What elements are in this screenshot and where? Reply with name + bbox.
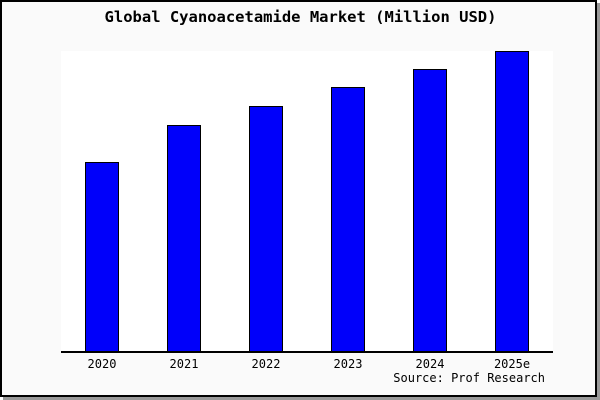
bar-2021 — [167, 125, 201, 351]
bar-2022 — [249, 106, 283, 351]
x-axis-labels: 2020 2021 2022 2023 2024 2025e — [61, 357, 553, 371]
x-tick-label-2022: 2022 — [251, 357, 281, 371]
bar-slot-2022 — [225, 106, 307, 351]
bar-slot-2024 — [389, 69, 471, 351]
plot-area — [61, 51, 553, 353]
bar-2024 — [413, 69, 447, 351]
bar-slot-2021 — [143, 125, 225, 351]
x-tick-label-2025e: 2025e — [493, 357, 531, 371]
bar-2023 — [331, 87, 365, 351]
source-note: Source: Prof Research — [393, 371, 545, 385]
x-tick-label-2020: 2020 — [87, 357, 117, 371]
x-tick-label-2023: 2023 — [333, 357, 363, 371]
bar-2025e — [495, 51, 529, 351]
bar-slot-2023 — [307, 87, 389, 351]
bar-2020 — [85, 162, 119, 351]
x-tick-label-2024: 2024 — [415, 357, 445, 371]
bar-group — [61, 51, 553, 351]
x-tick-label-2021: 2021 — [169, 357, 199, 371]
chart-title: Global Cyanoacetamide Market (Million US… — [104, 8, 497, 26]
bar-slot-2025e — [471, 51, 553, 351]
bar-slot-2020 — [61, 162, 143, 351]
